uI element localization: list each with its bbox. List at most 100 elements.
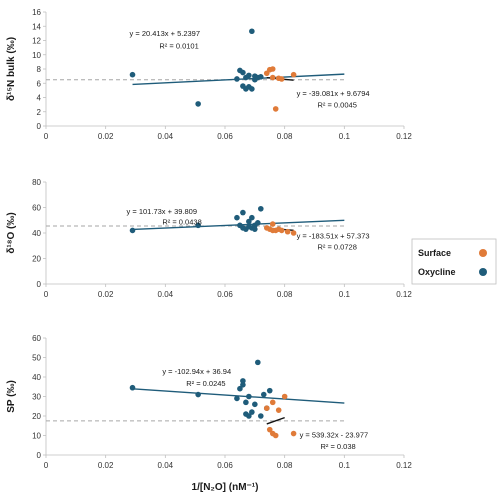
x-tick-label: 0.1 xyxy=(339,132,351,141)
legend-label-surface: Surface xyxy=(418,248,451,258)
y-tick-label: 14 xyxy=(32,22,41,31)
y-tick-label: 80 xyxy=(32,178,41,187)
point-surface xyxy=(269,74,276,81)
point-oxycline xyxy=(246,413,252,419)
x-tick-label: 0.02 xyxy=(98,290,114,299)
regression-annotation: y = -183.51x + 57.373 xyxy=(297,232,370,241)
point-surface xyxy=(272,106,279,112)
point-oxycline xyxy=(234,214,240,221)
point-oxycline xyxy=(258,74,264,80)
y-axis-label: δ¹⁵N bulk (‰) xyxy=(6,37,17,101)
point-surface xyxy=(290,71,297,78)
regression-annotation: R² = 0.038 xyxy=(320,442,355,451)
point-oxycline xyxy=(195,391,201,398)
regression-annotation: y = 539.32x - 23.977 xyxy=(300,430,369,439)
legend-label-oxycline: Oxycline xyxy=(418,267,456,277)
point-surface xyxy=(269,66,276,72)
y-tick-label: 0 xyxy=(37,280,42,289)
point-surface xyxy=(263,405,270,412)
x-tick-label: 0.04 xyxy=(158,461,174,470)
point-oxycline xyxy=(237,385,243,392)
point-oxycline xyxy=(258,205,264,212)
point-oxycline xyxy=(240,382,246,388)
legend: Surface Oxycline xyxy=(411,238,497,285)
y-tick-label: 30 xyxy=(32,393,41,402)
point-surface xyxy=(278,76,285,82)
x-tick-label: 0.06 xyxy=(217,132,233,141)
point-surface xyxy=(275,407,282,413)
x-tick-label: 0.12 xyxy=(396,461,412,470)
x-tick-label: 0 xyxy=(44,132,49,141)
point-oxycline xyxy=(252,401,258,408)
regression-annotation: y = -102.94x + 36.94 xyxy=(162,367,231,376)
regression-annotation: y = 101.73x + 39.809 xyxy=(127,207,197,216)
x-tick-label: 0 xyxy=(44,290,49,299)
y-tick-label: 16 xyxy=(32,8,41,17)
x-tick-label: 0.02 xyxy=(98,461,114,470)
x-axis-label: 1/[N₂O] (nM⁻¹) xyxy=(192,482,259,493)
x-tick-label: 0.04 xyxy=(158,132,174,141)
panel-3: 0 10 20 30 40 50 60 0 0.02 0.04 0.06 0.08 0.1 0.12 SP … xyxy=(6,334,412,470)
regression-annotation: R² = 0.0438 xyxy=(162,218,201,227)
point-oxycline xyxy=(234,76,240,82)
point-oxycline xyxy=(243,399,249,406)
point-oxycline xyxy=(129,384,136,391)
panel-1: 0 2 4 6 8 10 12 14 16 0 0.02 0.04 0.06 0.08 0.1 0.12 δ¹⁵… xyxy=(6,8,412,141)
point-surface xyxy=(272,432,279,439)
y-tick-label: 8 xyxy=(37,65,42,74)
y-tick-label: 50 xyxy=(32,354,41,363)
point-surface xyxy=(281,393,288,400)
x-tick-label: 0.1 xyxy=(339,461,351,470)
point-oxycline xyxy=(252,226,258,232)
y-tick-label: 20 xyxy=(32,255,41,264)
regression-annotation: R² = 0.0101 xyxy=(159,41,198,50)
point-surface xyxy=(278,227,285,234)
y-tick-label: 60 xyxy=(32,334,41,343)
point-oxycline xyxy=(129,227,136,234)
point-oxycline xyxy=(240,69,246,76)
trendline-oxycline xyxy=(132,388,345,404)
point-surface xyxy=(290,430,297,437)
point-oxycline xyxy=(266,387,273,394)
point-surface xyxy=(269,399,276,406)
regression-annotation: R² = 0.0245 xyxy=(186,379,225,388)
point-oxycline xyxy=(260,391,267,398)
point-oxycline xyxy=(258,413,264,419)
y-tick-label: 6 xyxy=(37,79,42,88)
point-oxycline xyxy=(249,28,255,35)
regression-annotation: y = -39.081x + 9.6794 xyxy=(297,89,370,98)
x-tick-label: 0.06 xyxy=(217,290,233,299)
x-tick-label: 0.08 xyxy=(277,461,293,470)
x-tick-label: 0.08 xyxy=(277,290,293,299)
trendline-surface xyxy=(266,416,285,425)
x-tick-label: 0.1 xyxy=(339,290,351,299)
point-surface xyxy=(284,228,291,235)
x-tick-label: 0.12 xyxy=(396,290,412,299)
legend-marker-oxycline xyxy=(479,268,487,276)
point-oxycline xyxy=(249,409,255,415)
point-oxycline xyxy=(240,378,246,384)
y-axis-label: δ¹⁸O (‰) xyxy=(6,212,17,253)
y-tick-label: 2 xyxy=(37,108,42,117)
y-tick-label: 10 xyxy=(32,51,41,60)
x-tick-label: 0.12 xyxy=(396,132,412,141)
y-tick-label: 40 xyxy=(32,229,41,238)
y-tick-label: 60 xyxy=(32,204,41,213)
point-oxycline xyxy=(195,222,201,229)
regression-annotation: R² = 0.0728 xyxy=(317,243,356,252)
regression-annotation: y = 20.413x + 5.2397 xyxy=(130,29,200,38)
panel-2: 0 20 40 60 80 0 0.02 0.04 0.06 0.08 0.1 0.12 δ¹⁸O (‰… xyxy=(6,178,412,299)
point-oxycline xyxy=(249,86,255,92)
point-oxycline xyxy=(195,101,201,107)
x-tick-label: 0.06 xyxy=(217,461,233,470)
point-oxycline xyxy=(246,218,252,225)
legend-marker-surface xyxy=(479,249,487,257)
y-tick-label: 12 xyxy=(32,37,41,46)
point-oxycline xyxy=(129,71,136,78)
y-tick-label: 0 xyxy=(37,451,42,460)
point-oxycline xyxy=(249,214,255,221)
point-surface xyxy=(266,426,273,433)
y-tick-label: 40 xyxy=(32,373,41,382)
y-tick-label: 20 xyxy=(32,412,41,421)
